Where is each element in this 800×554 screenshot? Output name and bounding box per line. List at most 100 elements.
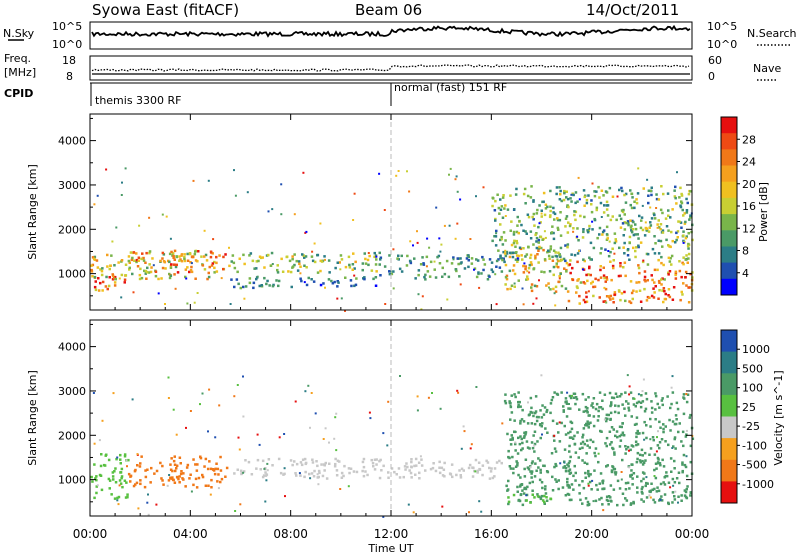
velocity-cell bbox=[325, 477, 329, 480]
velocity-cell bbox=[317, 483, 320, 486]
power-cell bbox=[529, 230, 533, 233]
velocity-cell bbox=[527, 401, 529, 404]
velocity-cell bbox=[334, 457, 337, 461]
velocity-cell bbox=[562, 410, 565, 413]
velocity-cell bbox=[618, 434, 622, 438]
power-cell bbox=[659, 223, 663, 226]
velocity-cell bbox=[551, 419, 555, 423]
velocity-cell bbox=[438, 466, 441, 469]
velocity-cell bbox=[520, 418, 524, 421]
velocity-cell bbox=[304, 390, 307, 393]
power-cell bbox=[622, 234, 625, 237]
power-cell bbox=[673, 195, 677, 198]
power-cell bbox=[527, 266, 531, 270]
power-cell bbox=[683, 212, 686, 215]
velocity-cell bbox=[636, 432, 640, 435]
velocity-cell bbox=[605, 413, 609, 417]
velocity-cell bbox=[581, 480, 584, 483]
power-cell bbox=[313, 260, 317, 264]
velocity-cell bbox=[662, 481, 665, 484]
power-cell bbox=[310, 255, 314, 258]
velocity-cell bbox=[561, 486, 565, 489]
power-cell bbox=[682, 234, 685, 237]
velocity-cell bbox=[610, 470, 614, 474]
velocity-cell bbox=[639, 405, 643, 409]
velocity-cell bbox=[304, 470, 307, 474]
power-cell bbox=[118, 277, 121, 280]
velocity-cell bbox=[451, 475, 454, 479]
power-cell bbox=[559, 234, 563, 237]
velocity-cell bbox=[313, 469, 316, 473]
velocity-cell bbox=[599, 429, 602, 433]
velocity-cell bbox=[628, 385, 631, 388]
velocity-cell bbox=[601, 399, 604, 402]
power-cell bbox=[585, 295, 588, 299]
power-cell bbox=[277, 284, 280, 288]
velocity-cell bbox=[641, 454, 644, 457]
velocity-cell bbox=[126, 493, 129, 496]
velocity-cell bbox=[586, 503, 589, 507]
power-cell bbox=[559, 193, 562, 196]
velocity-cell bbox=[636, 475, 639, 478]
velocity-cell bbox=[543, 500, 546, 504]
power-cell bbox=[566, 290, 570, 293]
power-cell bbox=[548, 257, 551, 260]
velocity-cell bbox=[210, 486, 213, 489]
power-cell bbox=[567, 299, 571, 303]
velocity-cell bbox=[643, 410, 647, 413]
velocity-cell bbox=[125, 459, 128, 462]
power-cell bbox=[684, 270, 688, 274]
power-cell bbox=[637, 237, 640, 240]
power-cell bbox=[417, 273, 420, 277]
velocity-cell bbox=[598, 406, 601, 409]
velocity-cell bbox=[283, 472, 286, 476]
power-cell bbox=[588, 266, 591, 270]
power-cell bbox=[516, 224, 519, 227]
velocity-cell bbox=[116, 456, 119, 459]
velocity-cell bbox=[333, 465, 337, 468]
power-cell bbox=[169, 237, 172, 240]
velocity-cell bbox=[522, 492, 526, 495]
velocity-cell bbox=[613, 467, 617, 471]
power-cell bbox=[271, 263, 274, 265]
velocity-cell bbox=[250, 473, 254, 476]
velocity-cell bbox=[654, 462, 658, 465]
velocity-cell bbox=[266, 469, 269, 472]
power-cell bbox=[668, 270, 672, 273]
power-cell bbox=[124, 263, 128, 266]
power-cell bbox=[576, 252, 580, 255]
velocity-cell bbox=[133, 469, 137, 473]
power-cell bbox=[662, 300, 665, 304]
power-cell bbox=[675, 231, 678, 235]
velocity-cell bbox=[635, 435, 638, 439]
velocity-cell bbox=[637, 400, 641, 404]
power-cell bbox=[319, 259, 322, 263]
velocity-cell bbox=[531, 480, 534, 484]
power-cell bbox=[535, 285, 539, 288]
power-cell bbox=[674, 272, 678, 275]
power-cell bbox=[188, 252, 192, 255]
velocity-cell bbox=[175, 433, 178, 436]
velocity-cell bbox=[180, 470, 183, 473]
power-cell bbox=[505, 277, 509, 281]
velocity-cell bbox=[199, 455, 202, 458]
velocity-cell bbox=[587, 472, 590, 475]
power-cell bbox=[609, 260, 612, 263]
velocity-cell bbox=[299, 461, 303, 464]
velocity-cell bbox=[654, 392, 657, 395]
power-cell bbox=[569, 197, 572, 200]
power-cell bbox=[486, 278, 490, 281]
power-cell bbox=[620, 292, 624, 295]
velocity-cell bbox=[568, 460, 572, 463]
velocity-cell bbox=[664, 425, 667, 428]
velocity-cell bbox=[568, 498, 572, 502]
power-cell bbox=[681, 293, 684, 296]
power-cell bbox=[138, 273, 142, 277]
power-cell bbox=[207, 275, 211, 279]
power-cell bbox=[439, 250, 442, 253]
velocity-cell bbox=[167, 376, 170, 379]
power-cell bbox=[183, 255, 186, 259]
power-cell bbox=[184, 275, 187, 279]
power-cell bbox=[494, 219, 497, 222]
